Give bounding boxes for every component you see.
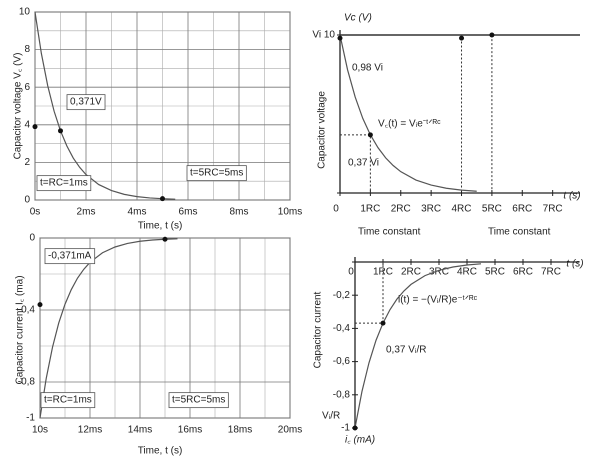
x-tick-label: 6RC bbox=[512, 204, 532, 215]
annotation-box bbox=[40, 392, 96, 409]
guide-line bbox=[340, 134, 371, 193]
series-line bbox=[34, 11, 176, 200]
annotation: Time constant bbox=[358, 227, 421, 238]
point bbox=[352, 425, 358, 431]
x-tick-label: 0s bbox=[30, 207, 41, 218]
annotation: t=RC=1ms bbox=[40, 178, 88, 189]
point bbox=[32, 124, 38, 130]
point bbox=[489, 32, 495, 38]
y-tick-label: 4 bbox=[24, 119, 30, 130]
x-tick-label: 14ms bbox=[128, 425, 152, 436]
annotation: Vᵢ/R bbox=[322, 411, 340, 422]
y-axis-label: Capacitor current bbox=[313, 291, 324, 368]
x-tick-label: 3RC bbox=[421, 204, 441, 215]
x-tick-label: 4RC bbox=[452, 204, 472, 215]
x-tick-label: 8ms bbox=[230, 207, 249, 218]
annotation: -0,371mA bbox=[48, 251, 92, 262]
x-tick-label: 20ms bbox=[278, 425, 302, 436]
series-line bbox=[354, 263, 482, 429]
x-axis-label: t (s) bbox=[563, 191, 580, 202]
x-tick-label: 0 bbox=[348, 267, 354, 278]
annotation-box bbox=[44, 248, 96, 265]
y-unit-label: Vc (V) bbox=[344, 13, 372, 24]
y-axis-label: Capacitor voltage bbox=[317, 91, 328, 169]
y-tick-label: 0 bbox=[29, 233, 35, 244]
annotation-box bbox=[66, 94, 106, 111]
x-tick-label: 0 bbox=[333, 204, 339, 215]
y-unit-label: i꜀ (mA) bbox=[345, 435, 375, 446]
series-line bbox=[39, 238, 178, 419]
y-tick-label: -0,4 bbox=[18, 305, 36, 316]
point bbox=[337, 35, 343, 41]
x-tick-label: 1RC bbox=[373, 267, 393, 278]
y-tick-label: Vi 10 bbox=[312, 30, 335, 41]
x-tick-label: 3RC bbox=[429, 267, 449, 278]
point bbox=[37, 302, 43, 308]
x-tick-label: 6RC bbox=[513, 267, 533, 278]
y-tick-label: 8 bbox=[24, 44, 30, 55]
annotation: t=5RC=5ms bbox=[190, 168, 243, 179]
x-tick-label: 16ms bbox=[178, 425, 202, 436]
point bbox=[367, 132, 373, 138]
x-tick-label: 12ms bbox=[78, 425, 102, 436]
x-tick-label: 6ms bbox=[179, 207, 198, 218]
annotation: i(t) = −(Vᵢ/R)e⁻ᵗᐟᴿᶜ bbox=[398, 295, 478, 306]
y-tick-label: 0 bbox=[24, 195, 30, 206]
annotation: 0,37 Vᵢ/R bbox=[386, 345, 426, 356]
x-tick-label: 7RC bbox=[543, 204, 563, 215]
annotation: Time constant bbox=[488, 227, 551, 238]
x-axis-label: Time, t (s) bbox=[138, 221, 183, 232]
y-tick-label: -0,2 bbox=[333, 290, 351, 301]
annotation: 0,37 Vi bbox=[348, 158, 379, 169]
x-tick-label: 2RC bbox=[401, 267, 421, 278]
series-line bbox=[339, 34, 477, 192]
y-tick-label: -0,8 bbox=[333, 389, 351, 400]
y-axis-label: Capacitor voltage V꜀ (V) bbox=[13, 53, 24, 160]
annotation: V꜀(t) = Vᵢe⁻ᵗᐟᴿᶜ bbox=[378, 119, 441, 130]
y-axis-label: Capacitor current I꜀ (ma) bbox=[15, 275, 26, 384]
annotation-box bbox=[36, 175, 92, 192]
y-tick-label: 6 bbox=[24, 82, 30, 93]
x-tick-label: 2ms bbox=[77, 207, 96, 218]
annotation: t=RC=1ms bbox=[44, 395, 92, 406]
x-tick-label: 4ms bbox=[128, 207, 147, 218]
y-tick-label: -0,4 bbox=[333, 323, 351, 334]
annotation: 0,371V bbox=[70, 97, 102, 108]
x-tick-label: 5RC bbox=[482, 204, 502, 215]
annotation-box bbox=[186, 165, 247, 182]
annotation: 0,98 Vi bbox=[352, 63, 383, 74]
annotation-box bbox=[168, 392, 229, 409]
point bbox=[58, 128, 63, 134]
x-tick-label: 7RC bbox=[541, 267, 561, 278]
y-tick-label: -1 bbox=[26, 413, 35, 424]
x-tick-label: 18ms bbox=[228, 425, 252, 436]
point bbox=[380, 320, 386, 326]
point bbox=[162, 236, 168, 242]
guide-line bbox=[340, 34, 463, 193]
x-axis-label: Time, t (s) bbox=[138, 446, 183, 457]
x-tick-label: 1RC bbox=[360, 204, 380, 215]
y-tick-label: 2 bbox=[24, 157, 30, 168]
x-tick-label: 2RC bbox=[391, 204, 411, 215]
x-tick-label: 4RC bbox=[457, 267, 477, 278]
x-tick-label: 10ms bbox=[278, 207, 302, 218]
x-tick-label: 10s bbox=[32, 425, 48, 436]
y-tick-label: -0,6 bbox=[333, 356, 351, 367]
annotation: t=5RC=5ms bbox=[172, 395, 225, 406]
y-tick-label: 10 bbox=[19, 7, 31, 18]
point bbox=[459, 35, 465, 41]
x-tick-label: 5RC bbox=[485, 267, 505, 278]
guide-line bbox=[340, 34, 493, 193]
y-tick-label: -0,8 bbox=[18, 377, 36, 388]
y-tick-label: -1 bbox=[341, 423, 350, 434]
x-axis-label: t (s) bbox=[566, 259, 583, 270]
point bbox=[160, 196, 165, 202]
